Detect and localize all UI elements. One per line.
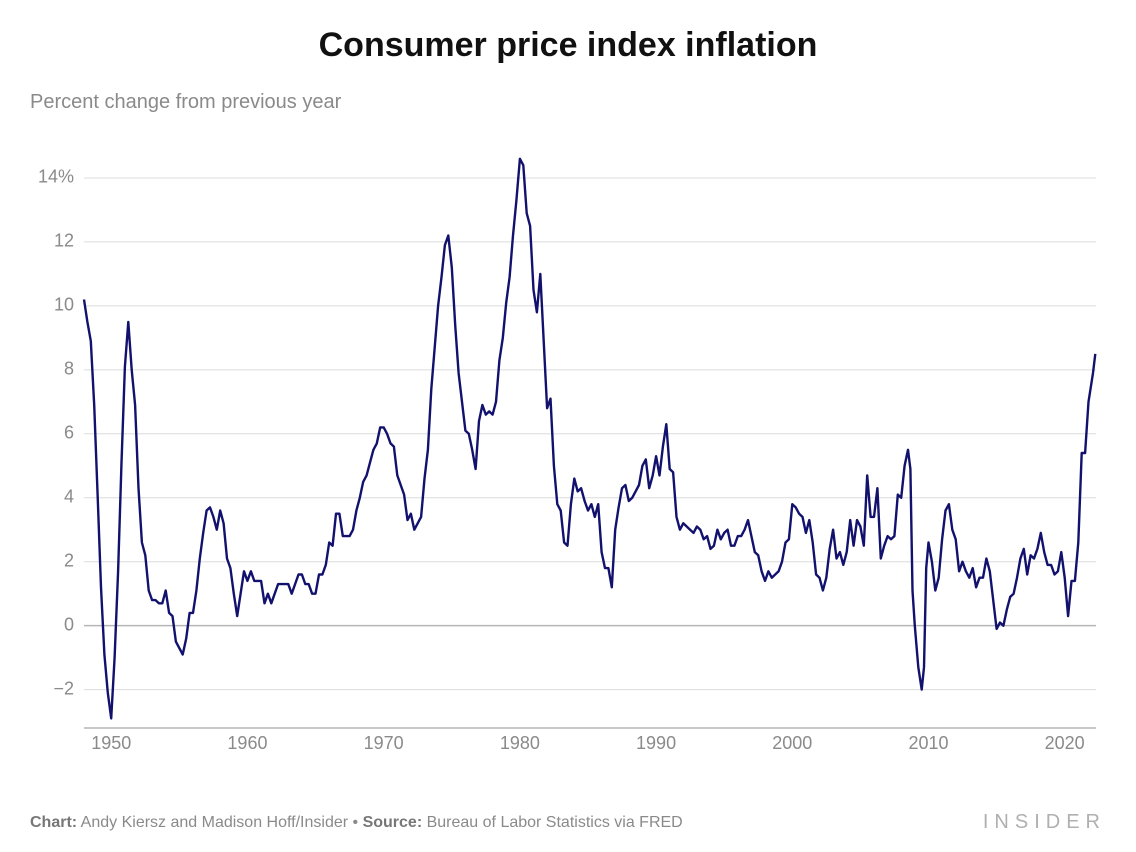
- chart-title: Consumer price index inflation: [0, 0, 1136, 65]
- svg-text:0: 0: [64, 614, 74, 634]
- credit-source-label: Source:: [363, 814, 423, 831]
- credit-chart-label: Chart:: [30, 814, 77, 831]
- svg-text:10: 10: [54, 295, 74, 315]
- svg-text:6: 6: [64, 423, 74, 443]
- svg-text:1950: 1950: [91, 733, 131, 753]
- svg-text:1970: 1970: [364, 733, 404, 753]
- credit-chart-authors: Andy Kiersz and Madison Hoff/Insider: [81, 814, 348, 831]
- chart-container: Consumer price index inflation Percent c…: [0, 0, 1136, 852]
- line-chart-svg: −2 0 2 4 6 8 10 12 14% 1950 1960 1970 1980 1990 2000 20…: [30, 140, 1106, 762]
- svg-text:1960: 1960: [227, 733, 267, 753]
- svg-text:2010: 2010: [908, 733, 948, 753]
- credit-separator: •: [353, 814, 363, 831]
- chart-footer: Chart: Andy Kiersz and Madison Hoff/Insi…: [30, 811, 1106, 834]
- brand-logo: INSIDER: [983, 811, 1106, 834]
- svg-text:−2: −2: [53, 678, 74, 698]
- svg-text:14%: 14%: [38, 167, 74, 187]
- chart-plot-area: −2 0 2 4 6 8 10 12 14% 1950 1960 1970 1980 1990 2000 20…: [30, 140, 1106, 762]
- svg-text:1980: 1980: [500, 733, 540, 753]
- svg-text:2000: 2000: [772, 733, 812, 753]
- svg-text:2020: 2020: [1045, 733, 1085, 753]
- svg-text:12: 12: [54, 231, 74, 251]
- chart-credit: Chart: Andy Kiersz and Madison Hoff/Insi…: [30, 814, 683, 832]
- svg-text:1990: 1990: [636, 733, 676, 753]
- svg-text:8: 8: [64, 359, 74, 379]
- chart-subtitle: Percent change from previous year: [0, 65, 1136, 114]
- svg-text:2: 2: [64, 550, 74, 570]
- svg-text:4: 4: [64, 487, 74, 507]
- credit-source-text: Bureau of Labor Statistics via FRED: [427, 814, 683, 831]
